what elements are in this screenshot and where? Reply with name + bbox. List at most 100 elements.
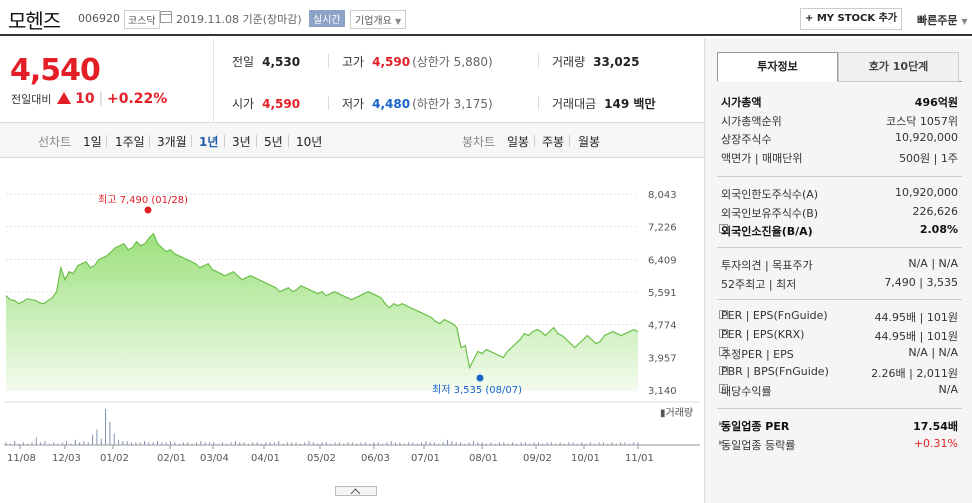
- info-value: N/A | N/A: [908, 257, 958, 270]
- x-tick-label: 07/01: [411, 453, 440, 464]
- high-price: 고가 4,590 (상한가 5,880): [342, 53, 493, 70]
- candle-monthly[interactable]: 월봉: [578, 135, 601, 149]
- help-icon[interactable]: ?: [719, 347, 728, 356]
- x-tick-label: 11/08: [7, 453, 36, 464]
- info-value: 226,626: [912, 204, 959, 218]
- info-value: 2.26배 | 2,011원: [871, 366, 958, 380]
- period-1y[interactable]: 1년: [199, 135, 219, 149]
- current-price: 4,540: [10, 53, 101, 88]
- y-tick-label: 5,591: [648, 288, 677, 299]
- stock-code: 006920: [78, 12, 120, 25]
- info-row: 외국인보유주식수(B) 226,626: [717, 203, 962, 222]
- tab-orderbook-10[interactable]: 호가 10단계: [838, 52, 959, 82]
- x-tick-label: 05/02: [307, 453, 336, 464]
- market-badge: 코스닥: [124, 10, 160, 29]
- company-overview-dropdown[interactable]: 기업개요 ▼: [350, 10, 407, 29]
- low-annotation: 최저 3,535 (08/07): [432, 384, 522, 396]
- help-icon[interactable]: ?: [719, 384, 728, 393]
- help-icon[interactable]: ?: [719, 310, 728, 319]
- chevron-right-icon[interactable]: ▸: [719, 419, 724, 429]
- info-label: 액면가 | 매매단위: [721, 151, 803, 165]
- candle-weekly[interactable]: 주봉: [542, 135, 565, 149]
- info-value: 496억원: [914, 96, 958, 109]
- help-icon[interactable]: ?: [719, 224, 728, 233]
- info-label: 상장주식수: [721, 133, 772, 146]
- help-icon[interactable]: ?: [719, 365, 728, 375]
- quick-order-dropdown[interactable]: 빠른주문 ▼: [917, 12, 967, 28]
- panel-divider: [717, 299, 962, 300]
- trade-value-value: 149 백만: [604, 97, 656, 111]
- low-price: 저가 4,480 (하한가 3,175): [342, 95, 493, 112]
- company-name[interactable]: 모헨즈: [8, 9, 61, 33]
- x-tick-label: 10/01: [571, 453, 600, 464]
- trade-value: 거래대금 149 백만: [552, 95, 655, 112]
- info-group4: PER | EPS(FnGuide)? 44.95배 | 101원 PER | EP…: [717, 307, 962, 400]
- company-overview-label: 기업개요: [355, 16, 392, 27]
- quote-details: 전일 4,530 고가 4,590 (상한가 5,880) 거래량 33,025 시가 4…: [214, 38, 704, 122]
- info-value: 코스닥 1057위: [886, 114, 958, 128]
- panel-divider: [717, 408, 962, 409]
- info-group1: 시가총액 496억원 시가총액순위 코스닥 1057위 상장주식수 10,920,000 액…: [717, 92, 962, 166]
- y-tick-label: 3,957: [648, 353, 677, 364]
- info-label: 시가총액: [721, 96, 762, 109]
- stock-header: 모헨즈 006920 코스닥 2019.11.08 기준(장마감) 실시간 기업…: [0, 0, 972, 36]
- info-value: 7,490 | 3,535: [884, 275, 958, 289]
- price-area: [6, 233, 638, 390]
- volume: 거래량 33,025: [552, 53, 639, 70]
- info-row: PBR | BPS(FnGuide)? 2.26배 | 2,011원: [717, 363, 962, 382]
- panel-divider: [717, 247, 962, 248]
- candle-daily[interactable]: 일봉: [507, 135, 530, 149]
- chevron-down-icon: ▼: [961, 17, 968, 26]
- price-change-row: 전일대비 10 | +0.22%: [11, 91, 167, 107]
- change-percent: +0.22%: [107, 91, 168, 107]
- info-label: 배당수익률: [721, 385, 772, 398]
- info-group5: 동일업종 PER ▸ 17.54배 동일업종 등락률 ▸ +0.31%: [717, 416, 962, 453]
- period-3y[interactable]: 3년: [232, 135, 251, 149]
- low-label: 저가: [342, 97, 365, 111]
- info-value: N/A: [938, 383, 958, 396]
- info-row: 시가총액 496억원: [717, 92, 962, 111]
- period-10y[interactable]: 10년: [296, 135, 323, 149]
- y-tick-label: 4,774: [648, 321, 677, 332]
- period-1d[interactable]: 1일: [83, 135, 102, 149]
- x-tick-label: 04/01: [251, 453, 280, 464]
- upper-limit: (상한가 5,880): [412, 55, 493, 69]
- info-group2: 외국인한도주식수(A) 10,920,000 외국인보유주식수(B) 226,626 외…: [717, 184, 962, 240]
- y-tick-label: 6,409: [648, 255, 677, 266]
- info-label: 52주최고 | 최저: [721, 277, 797, 291]
- calendar-icon: [160, 11, 172, 23]
- open-value: 4,590: [262, 97, 301, 111]
- quick-order-label: 빠른주문: [917, 14, 958, 27]
- realtime-button[interactable]: 실시간: [309, 10, 345, 27]
- info-value: 2.08%: [919, 223, 958, 236]
- candle-chart-label: 봉차트: [462, 135, 496, 149]
- info-label: 외국인한도주식수(A): [721, 188, 819, 201]
- lower-limit: (하한가 3,175): [412, 97, 493, 111]
- volume-value: 33,025: [593, 55, 640, 69]
- info-row: 배당수익률? N/A: [717, 381, 962, 400]
- add-mystock-button[interactable]: + MY STOCK 추가: [800, 8, 902, 30]
- period-3m[interactable]: 3개월: [157, 135, 187, 149]
- period-1w[interactable]: 1주일: [115, 135, 145, 149]
- info-value: N/A | N/A: [908, 346, 958, 359]
- info-value: +0.31%: [913, 436, 958, 450]
- chevron-right-icon[interactable]: ▸: [719, 437, 724, 448]
- prev-close-value: 4,530: [262, 55, 301, 69]
- info-row: 동일업종 PER ▸ 17.54배: [717, 416, 962, 435]
- tab-investment-info[interactable]: 투자정보: [717, 52, 838, 82]
- info-label: 추정PER | EPS: [721, 348, 794, 361]
- help-icon[interactable]: ?: [719, 328, 728, 338]
- info-label: 외국인보유주식수(B): [721, 206, 819, 220]
- panel-divider: [717, 176, 962, 177]
- info-label: 동일업종 등락률: [721, 438, 796, 452]
- info-value: 44.95배 | 101원: [874, 329, 958, 343]
- info-row: 액면가 | 매매단위 500원 | 1주: [717, 148, 962, 167]
- info-row: 외국인한도주식수(A) 10,920,000: [717, 184, 962, 203]
- info-label: PER | EPS(KRX): [721, 327, 805, 341]
- info-row: PER | EPS(KRX)? 44.95배 | 101원: [717, 326, 962, 345]
- y-tick-label: 8,043: [648, 190, 677, 201]
- collapse-chart-button[interactable]: [335, 486, 377, 496]
- period-5y[interactable]: 5년: [264, 135, 283, 149]
- high-marker: [144, 206, 152, 214]
- change-divider: |: [98, 91, 104, 107]
